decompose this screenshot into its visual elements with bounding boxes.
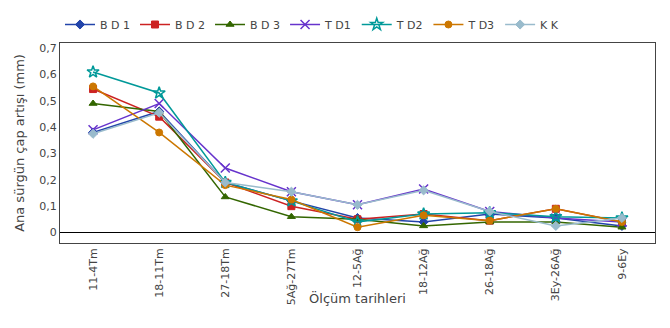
svg-text:B D 3: B D 3 <box>250 19 280 32</box>
svg-text:T D2: T D2 <box>396 19 423 32</box>
svg-text:0,6: 0,6 <box>39 68 57 81</box>
svg-text:0,4: 0,4 <box>39 121 57 134</box>
svg-text:B D 2: B D 2 <box>175 19 205 32</box>
svg-text:Ölçüm tarihleri: Ölçüm tarihleri <box>309 290 406 306</box>
svg-text:0,3: 0,3 <box>39 147 57 160</box>
svg-text:0,5: 0,5 <box>39 95 57 108</box>
svg-text:26-18Ağ: 26-18Ağ <box>483 248 496 294</box>
svg-text:12-5Ağ: 12-5Ağ <box>351 248 364 287</box>
svg-text:3Ey-26Ağ: 3Ey-26Ağ <box>549 248 562 301</box>
svg-text:0: 0 <box>50 226 57 239</box>
svg-text:0,7: 0,7 <box>39 42 57 55</box>
svg-text:K K: K K <box>540 19 559 32</box>
svg-text:18-12Ağ: 18-12Ağ <box>417 248 430 294</box>
svg-text:0,2: 0,2 <box>39 174 57 187</box>
svg-text:Ana sürgün çap artışı (mm): Ana sürgün çap artışı (mm) <box>12 54 27 232</box>
svg-text:27-18Tm: 27-18Tm <box>219 248 232 297</box>
svg-text:0,1: 0,1 <box>39 200 57 213</box>
svg-text:5Ağ-27Tm: 5Ağ-27Tm <box>285 248 298 305</box>
svg-text:B D 1: B D 1 <box>100 19 130 32</box>
svg-text:T D3: T D3 <box>467 19 494 32</box>
svg-text:18-11Tm: 18-11Tm <box>153 248 166 297</box>
svg-text:T D1: T D1 <box>324 19 351 32</box>
svg-text:11-4Tm: 11-4Tm <box>87 248 100 290</box>
svg-text:9-6Ey: 9-6Ey <box>616 248 629 280</box>
